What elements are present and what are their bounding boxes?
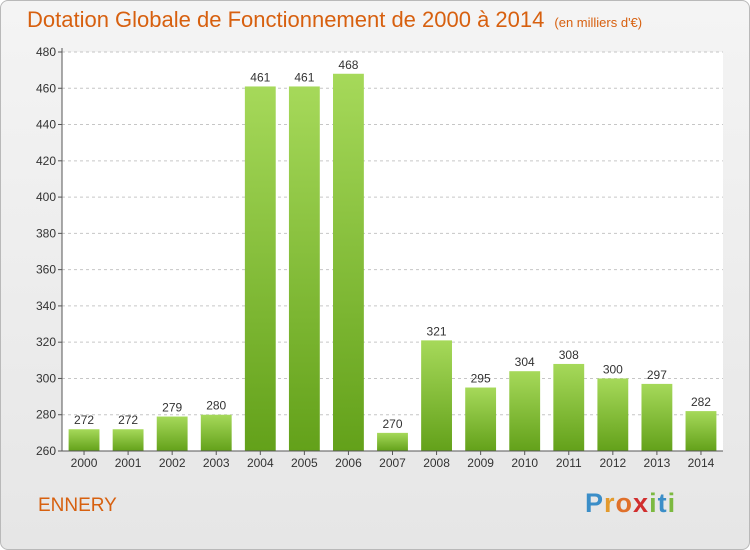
bar-value-label: 282 [691, 395, 711, 409]
bar-value-label: 272 [74, 413, 94, 427]
bar-value-label: 304 [515, 355, 535, 369]
bar [465, 387, 497, 451]
x-tick-label: 2000 [71, 456, 98, 470]
y-tick-label: 460 [36, 81, 56, 95]
x-tick-label: 2003 [203, 456, 230, 470]
y-tick-label: 400 [36, 190, 56, 204]
bar-value-label: 300 [603, 362, 623, 376]
bar [597, 378, 629, 451]
bar-value-label: 321 [427, 324, 447, 338]
y-tick-label: 440 [36, 118, 56, 132]
y-tick-label: 320 [36, 335, 56, 349]
x-tick-label: 2010 [511, 456, 538, 470]
bar [200, 414, 232, 451]
bar-value-label: 279 [162, 401, 182, 415]
axes [58, 48, 723, 455]
bar [685, 411, 717, 451]
bar [244, 86, 276, 451]
bar [421, 340, 452, 451]
chart-title-text: Dotation Globale de Fonctionnement de 20… [27, 7, 545, 32]
bar [156, 416, 188, 451]
y-tick-label: 300 [36, 371, 56, 385]
y-tick-label: 280 [36, 408, 56, 422]
labels: 260 280 300 320 340 360 380 400 420 440 460 480 272 2… [36, 45, 715, 470]
bar [333, 73, 364, 451]
x-tick-label: 2004 [247, 456, 274, 470]
x-tick-label: 2006 [335, 456, 362, 470]
bar [288, 86, 320, 451]
bars [68, 73, 717, 451]
x-tick-label: 2013 [644, 456, 671, 470]
y-tick-label: 380 [36, 226, 56, 240]
x-tick-label: 2005 [291, 456, 318, 470]
x-tick-label: 2011 [556, 456, 582, 470]
bar-value-label: 468 [338, 58, 358, 72]
bar [509, 371, 541, 451]
bar [553, 363, 585, 451]
x-tick-label: 2002 [159, 456, 186, 470]
bar-value-label: 270 [382, 417, 402, 431]
y-tick-label: 360 [36, 263, 56, 277]
bar [112, 429, 144, 451]
x-tick-label: 2014 [688, 456, 715, 470]
y-tick-label: 420 [36, 154, 56, 168]
x-tick-label: 2008 [423, 456, 450, 470]
bar-value-label: 308 [559, 348, 579, 362]
bar-value-label: 272 [118, 413, 138, 427]
y-tick-label: 260 [36, 444, 56, 458]
bar-value-label: 280 [206, 399, 226, 413]
commune-name: ENNERY [38, 495, 117, 516]
bar-value-label: 295 [471, 372, 491, 386]
y-tick-label: 480 [36, 45, 56, 59]
bar-value-label: 461 [294, 70, 314, 84]
x-tick-label: 2009 [467, 456, 494, 470]
bar [68, 429, 100, 451]
bar-value-label: 461 [250, 70, 270, 84]
grid-lines [62, 51, 723, 452]
x-tick-label: 2012 [599, 456, 626, 470]
x-tick-label: 2007 [379, 456, 406, 470]
proxiti-logo: Proxiti [585, 488, 677, 518]
chart-unit: (en milliers d'€) [554, 15, 643, 30]
y-tick-label: 340 [36, 299, 56, 313]
bar [377, 432, 408, 451]
chart-title: Dotation Globale de Fonctionnement de 20… [27, 7, 642, 33]
bar-value-label: 297 [647, 368, 667, 382]
x-tick-label: 2001 [115, 456, 142, 470]
bar [641, 383, 673, 451]
